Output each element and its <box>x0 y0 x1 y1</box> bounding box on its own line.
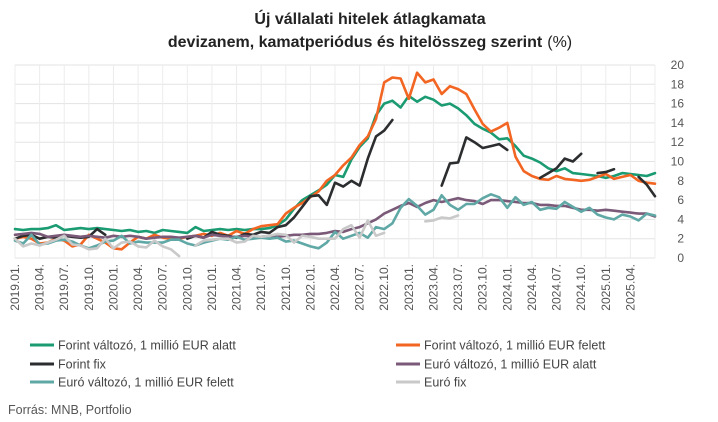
legend-label-1: Forint változó, 1 millió EUR alatt <box>58 339 236 353</box>
series-line-3 <box>13 118 657 240</box>
y-tick-label: 6 <box>677 193 684 207</box>
y-tick-label: 2 <box>677 232 684 246</box>
chart-title-unit: (%) <box>547 34 572 51</box>
x-tick-label: 2019.10. <box>82 264 96 311</box>
y-tick-label: 14 <box>671 116 685 130</box>
x-tick-label: 2024.01. <box>500 264 514 311</box>
legend-label-5: Euró változó, 1 millió EUR felett <box>58 376 234 390</box>
y-tick-label: 4 <box>677 212 684 226</box>
y-tick-label: 16 <box>671 97 685 111</box>
series-lines <box>13 71 657 257</box>
x-tick-label: 2025.01. <box>599 264 613 311</box>
legend-label-3: Forint fix <box>58 358 107 372</box>
x-tick-label: 2020.04. <box>131 264 145 311</box>
x-tick-label: 2020.01. <box>106 264 120 311</box>
chart-title-line1: Új vállalati hitelek átlagkamata <box>254 9 485 28</box>
x-tick-label: 2021.04. <box>230 264 244 311</box>
x-tick-label: 2023.01. <box>402 264 416 311</box>
legend-label-2: Forint változó, 1 millió EUR felett <box>424 339 606 353</box>
x-tick-label: 2022.04. <box>328 264 342 311</box>
x-tick-label: 2020.07. <box>156 264 170 311</box>
x-tick-label: 2021.07. <box>254 264 268 311</box>
y-tick-label: 8 <box>677 174 684 188</box>
legend: Forint változó, 1 millió EUR alatt Forint… <box>30 339 606 390</box>
x-tick-label: 2021.10. <box>279 264 293 311</box>
x-tick-label: 2024.07. <box>550 264 564 311</box>
legend-label-4: Euró változó, 1 millió EUR alatt <box>424 358 597 372</box>
chart-title-line2: devizanem, kamatperiódus és hitelösszeg … <box>168 34 572 51</box>
source-note: Forrás: MNB, Portfolio <box>8 403 132 417</box>
x-tick-label: 2025.04. <box>623 264 637 311</box>
x-tick-label: 2020.10. <box>180 264 194 311</box>
y-axis-ticks: 0 2 4 6 8 10 12 14 16 18 20 <box>671 58 685 265</box>
x-tick-label: 2023.10. <box>476 264 490 311</box>
x-tick-label: 2023.07. <box>451 264 465 311</box>
y-tick-label: 20 <box>671 58 685 72</box>
x-tick-label: 2024.04. <box>525 264 539 311</box>
x-axis-ticks: 2019.01. 2019.04. 2019.07. 2019.10. 2020.01.… <box>8 264 637 311</box>
y-tick-label: 12 <box>671 135 685 149</box>
chart-title-line2-main: devizanem, kamatperiódus és hitelösszeg … <box>168 34 543 51</box>
series-line-5 <box>13 193 657 250</box>
y-tick-label: 18 <box>671 77 685 91</box>
series-line-6 <box>15 215 630 257</box>
y-tick-label: 0 <box>677 251 684 265</box>
x-tick-label: 2022.01. <box>303 264 317 311</box>
x-tick-label: 2019.01. <box>8 264 22 311</box>
legend-label-6: Euró fix <box>424 376 467 390</box>
x-tick-label: 2019.07. <box>57 264 71 311</box>
x-tick-label: 2019.04. <box>33 264 47 311</box>
y-tick-label: 10 <box>671 155 685 169</box>
x-tick-label: 2021.01. <box>205 264 219 311</box>
series-line-2 <box>13 71 657 251</box>
x-tick-label: 2023.04. <box>426 264 440 311</box>
x-tick-label: 2024.10. <box>574 264 588 311</box>
x-tick-label: 2022.10. <box>377 264 391 311</box>
x-tick-label: 2022.07. <box>353 264 367 311</box>
